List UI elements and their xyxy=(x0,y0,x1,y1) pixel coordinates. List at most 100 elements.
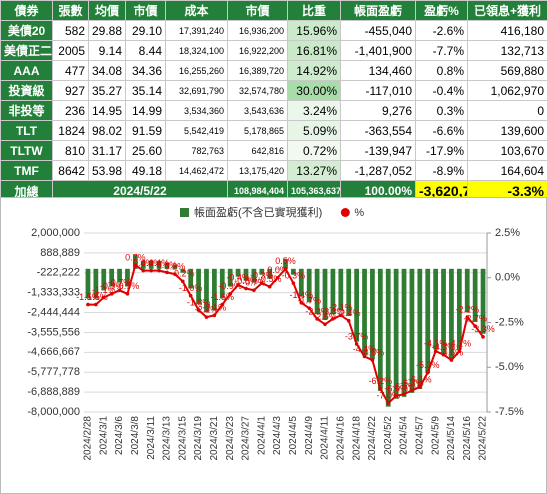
x-tick-label: 2024/4/1 xyxy=(256,416,267,455)
x-tick-label: 2024/4/5 xyxy=(288,416,299,455)
x-tick-label: 2024/3/19 xyxy=(193,416,204,461)
y2-tick-label: -2.5% xyxy=(495,316,524,328)
y-tick-label: -2,444,444 xyxy=(27,306,80,318)
cell: 14,462,472 xyxy=(165,160,228,181)
data-label: -1.0% xyxy=(179,283,203,293)
line-marker xyxy=(315,317,319,321)
bar xyxy=(425,268,431,374)
bar xyxy=(164,262,170,269)
y2-tick-label: 2.5% xyxy=(495,227,520,239)
cell: 132,713 xyxy=(467,40,547,61)
bar xyxy=(385,268,391,407)
line-marker xyxy=(323,322,327,327)
cell: 5,542,419 xyxy=(165,120,228,141)
data-label: -1.8% xyxy=(187,297,211,307)
bar xyxy=(362,268,367,356)
cell: 0 xyxy=(467,100,547,121)
cell: 134,460 xyxy=(340,60,416,81)
cell: 98.02 xyxy=(88,120,126,141)
line-marker xyxy=(133,263,138,268)
line-marker xyxy=(101,295,106,300)
bar xyxy=(409,268,415,393)
data-label: -1.5% xyxy=(211,292,235,302)
cell: 139,600 xyxy=(467,120,547,141)
cell: 13.27% xyxy=(287,160,341,181)
bar xyxy=(330,268,336,315)
cell: 14.99 xyxy=(125,100,166,121)
bar xyxy=(291,268,296,275)
cell: 29.10 xyxy=(125,20,166,41)
data-label: -4.4% xyxy=(353,344,377,354)
cell: 29.88 xyxy=(88,20,126,41)
line-marker xyxy=(157,268,161,273)
line-marker xyxy=(331,317,335,321)
bar xyxy=(314,268,320,315)
cell: 103,670 xyxy=(467,140,547,161)
cell: -8.9% xyxy=(415,160,468,181)
bar xyxy=(109,268,115,287)
bar xyxy=(196,268,201,305)
y-tick-label: 2,000,000 xyxy=(31,227,80,239)
cell: 5,178,865 xyxy=(227,120,288,141)
chart-frame xyxy=(0,197,547,494)
line-marker xyxy=(425,370,430,375)
data-label: 0.4% xyxy=(141,258,162,268)
data-label: -5.3% xyxy=(416,360,440,370)
cell: 9.14 xyxy=(88,40,126,61)
line-marker xyxy=(473,324,477,328)
bar xyxy=(464,268,470,313)
y-tick-label: -5,777,778 xyxy=(27,366,80,378)
y-tick-label: -6,888,889 xyxy=(27,386,80,398)
row-label: 美債正二 xyxy=(0,40,53,61)
total-cell: 100.00% xyxy=(340,180,416,202)
header-row: 債券 張數 均價 市價 成本 市價 比重 帳面盈虧 盈虧% 已領息+獲利 xyxy=(0,0,547,21)
line-marker xyxy=(165,270,169,275)
line-marker xyxy=(259,281,264,285)
x-tick-label: 2024/5/2 xyxy=(383,416,394,455)
data-label: 0.4% xyxy=(133,258,154,268)
cell: -455,040 xyxy=(340,20,416,41)
bar xyxy=(267,268,273,279)
line-marker xyxy=(212,313,217,318)
line-marker xyxy=(449,358,454,362)
cell: 3,534,360 xyxy=(165,100,228,121)
bar xyxy=(148,260,154,269)
cell: 34.08 xyxy=(88,60,126,81)
data-label: -2.6% xyxy=(313,312,337,322)
data-label: -2.3% xyxy=(321,306,345,316)
x-tick-label: 2024/5/9 xyxy=(430,416,441,455)
x-tick-label: 2024/3/23 xyxy=(225,416,236,461)
cell: -7.7% xyxy=(415,40,468,61)
cell: 0.8% xyxy=(415,60,468,81)
cell: -1,401,900 xyxy=(340,40,416,61)
data-label: -6.3% xyxy=(400,378,424,388)
data-label: 0.3% xyxy=(157,260,178,270)
cell: 53.98 xyxy=(88,160,126,181)
data-label: -1.5% xyxy=(84,292,108,302)
chart: 2,000,000 888,889 -222,222 -1,333,333 -2,444… xyxy=(0,197,547,494)
line-marker xyxy=(236,283,240,287)
line-marker xyxy=(410,388,414,393)
cell: -0.4% xyxy=(415,80,468,101)
total-cell: 108,984,404 xyxy=(227,180,288,202)
data-label: -2.4% xyxy=(337,308,361,318)
line-marker xyxy=(94,302,98,307)
line-marker xyxy=(394,394,398,398)
x-tick-label: 2024/4/9 xyxy=(304,416,315,455)
line-marker xyxy=(457,349,462,353)
bar xyxy=(219,268,225,299)
cell: 582 xyxy=(52,20,89,41)
data-label: 0.7% xyxy=(125,253,146,263)
cell: -363,554 xyxy=(340,120,416,141)
line-marker xyxy=(220,302,225,307)
x-tick-label: 2024/3/6 xyxy=(114,416,125,455)
x-tick-label: 2024/3/21 xyxy=(209,416,220,461)
x-tick-label: 2024/3/27 xyxy=(241,416,252,461)
cell: 31.17 xyxy=(88,140,126,161)
x-tick-label: 2024/3/13 xyxy=(162,416,173,461)
data-label: -0.7% xyxy=(242,278,266,288)
cell: 0.3% xyxy=(415,100,468,121)
cell: 34.36 xyxy=(125,60,166,81)
line-marker xyxy=(117,288,122,293)
